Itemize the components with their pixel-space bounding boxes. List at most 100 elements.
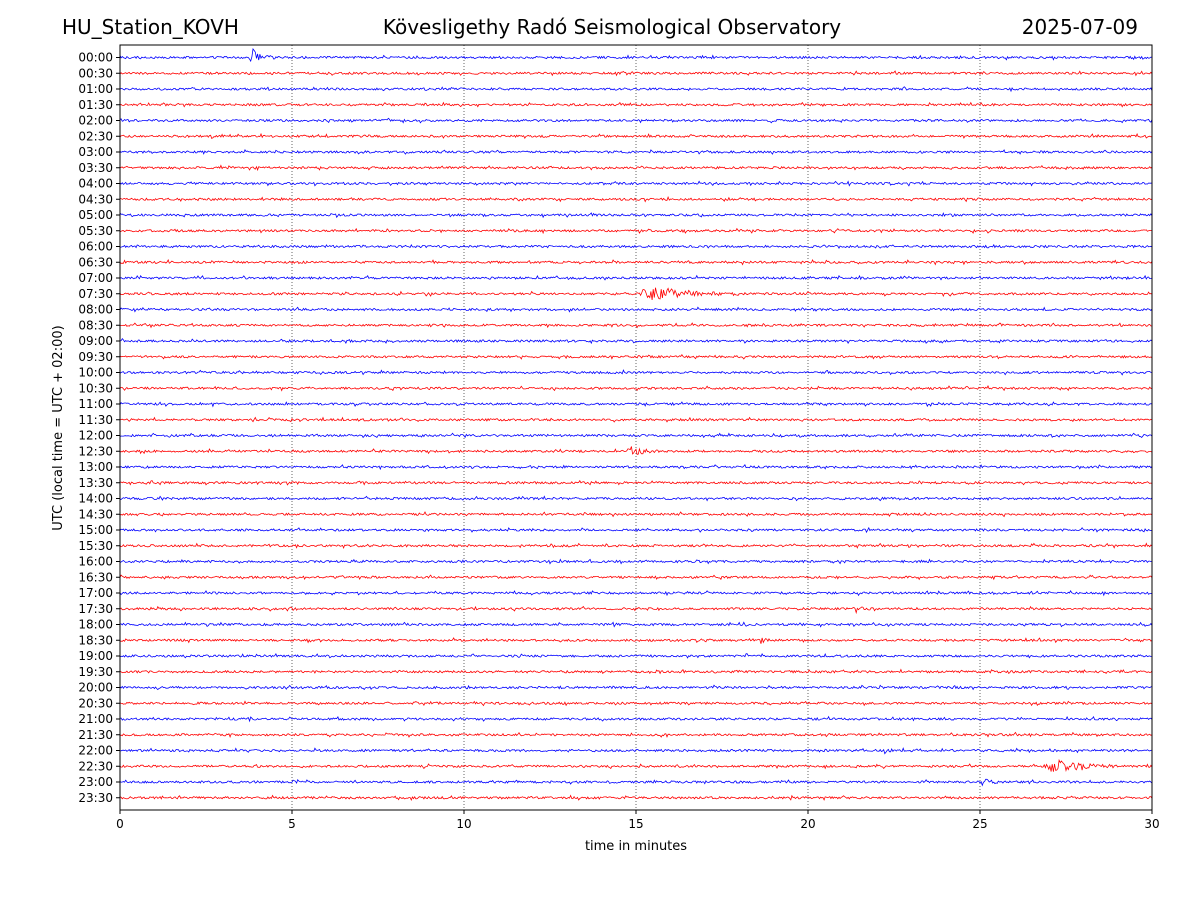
y-tick-label: 17:00 [78,586,113,600]
grid-lines [291,45,981,810]
trace-1130 [119,416,1153,423]
trace-1330 [119,479,1153,486]
trace-2030 [119,700,1153,707]
x-tick-label: 20 [800,817,815,831]
y-tick-label: 16:00 [78,555,113,569]
trace-2200 [119,747,1153,755]
trace-1700 [119,589,1153,597]
y-tick-label: 22:30 [78,759,113,773]
y-tick-label: 08:30 [78,318,113,332]
y-tick-label: 09:00 [78,334,113,348]
trace-2130 [119,731,1153,739]
trace-1630 [119,574,1153,581]
y-tick-label: 09:30 [78,350,113,364]
y-tick-label: 11:00 [78,397,113,411]
trace-1730 [119,605,1153,615]
y-tick-label: 07:30 [78,287,113,301]
trace-0030 [119,70,1153,77]
y-tick-label: 15:00 [78,523,113,537]
trace-1900 [119,652,1153,659]
y-tick-label: 04:30 [78,192,113,206]
chart-title: Kövesligethy Radó Seismological Observat… [382,15,842,39]
y-tick-label: 03:30 [78,161,113,175]
trace-1400 [119,495,1153,502]
date-label: 2025-07-09 [1021,15,1138,39]
y-tick-label: 14:00 [78,492,113,506]
x-tick-label: 25 [972,817,987,831]
trace-0400 [119,180,1153,187]
y-tick-label: 18:00 [78,618,113,632]
trace-2230 [119,758,1153,772]
y-tick-label: 01:00 [78,82,113,96]
y-tick-label: 06:30 [78,255,113,269]
y-tick-label: 12:00 [78,429,113,443]
trace-1100 [119,401,1153,408]
y-tick-label: 08:00 [78,303,113,317]
trace-0300 [119,148,1153,155]
y-tick-label: 06:00 [78,240,113,254]
trace-1230 [119,446,1153,455]
y-tick-label: 04:00 [78,177,113,191]
trace-1030 [119,385,1153,392]
x-tick-label: 5 [288,817,296,831]
y-tick-label: 15:30 [78,539,113,553]
y-tick-label: 03:00 [78,145,113,159]
trace-0800 [119,306,1153,313]
y-tick-label: 05:00 [78,208,113,222]
y-tick-label: 23:00 [78,775,113,789]
x-tick-label: 30 [1144,817,1159,831]
trace-0500 [119,212,1153,219]
y-tick-label: 20:30 [78,696,113,710]
trace-1930 [119,668,1153,675]
x-tick-label: 15 [628,817,643,831]
trace-0130 [119,101,1153,108]
y-tick-label: 20:00 [78,681,113,695]
trace-1430 [119,511,1153,518]
trace-1600 [119,558,1152,565]
x-tick-label: 0 [116,817,124,831]
trace-1830 [119,637,1153,644]
trace-1500 [119,526,1153,534]
x-axis-label: time in minutes [585,839,687,854]
y-tick-label: 07:00 [78,271,113,285]
traces [119,48,1153,802]
y-tick-label: 02:00 [78,114,113,128]
x-axis-ticks: 0 5 10 15 20 25 30 [116,810,1160,831]
y-tick-label: 16:30 [78,570,113,584]
trace-1800 [119,621,1153,628]
trace-0430 [119,195,1153,203]
y-axis-label: UTC (local time = UTC + 02:00) [51,325,66,530]
trace-1300 [119,464,1153,471]
y-tick-label: 18:30 [78,633,113,647]
trace-0330 [119,164,1153,172]
y-tick-label: 13:30 [78,476,113,490]
station-label: HU_Station_KOVH [62,15,239,39]
trace-1200 [119,432,1153,439]
y-tick-label: 11:30 [78,413,113,427]
trace-0100 [119,86,1153,93]
trace-1000 [119,369,1152,376]
y-tick-label: 10:30 [78,381,113,395]
trace-0930 [119,353,1153,360]
y-tick-label: 21:00 [78,712,113,726]
y-tick-label: 22:00 [78,744,113,758]
trace-2000 [119,684,1153,691]
y-tick-label: 02:30 [78,129,113,143]
trace-0000 [119,48,1153,63]
trace-0200 [119,117,1153,124]
y-tick-label: 05:30 [78,224,113,238]
x-tick-label: 10 [456,817,471,831]
trace-2330 [119,794,1153,802]
y-tick-label: 14:30 [78,507,113,521]
trace-0830 [119,322,1153,329]
y-tick-label: 23:30 [78,791,113,805]
trace-0730 [119,287,1153,301]
y-tick-label: 17:30 [78,602,113,616]
trace-0700 [119,274,1153,281]
trace-0230 [119,132,1153,140]
y-tick-label: 19:00 [78,649,113,663]
y-tick-label: 12:30 [78,444,113,458]
y-tick-label: 13:00 [78,460,113,474]
y-tick-label: 00:30 [78,66,113,80]
